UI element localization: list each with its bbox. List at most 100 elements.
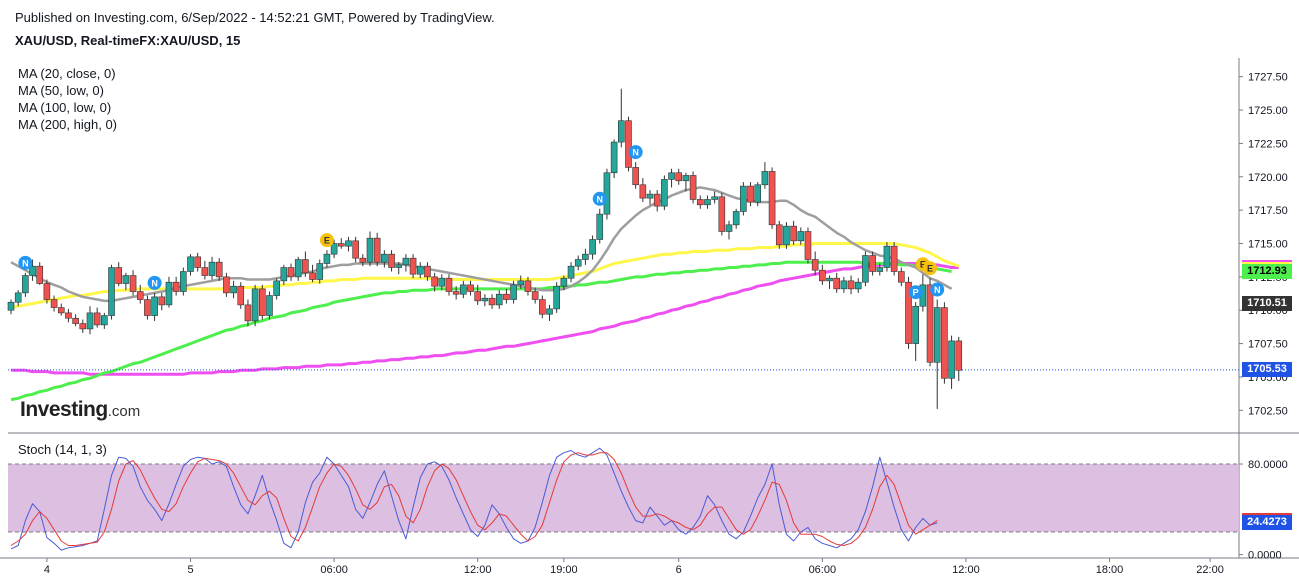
candle-body <box>136 291 144 300</box>
time-tick-label: 22:00 <box>1196 564 1224 576</box>
candle-body <box>775 224 783 246</box>
ma200-line <box>11 262 959 376</box>
candle-body <box>316 263 324 280</box>
candle-body <box>287 267 295 278</box>
candle-body <box>546 308 553 315</box>
time-tick-label: 12:00 <box>464 564 492 576</box>
candle-body <box>840 280 848 290</box>
candle-body <box>460 284 467 295</box>
candle-body <box>898 271 905 283</box>
symbol-title: XAU/USD, Real-timeFX:XAU/USD, 15 <box>15 33 241 48</box>
candle-body <box>883 245 891 268</box>
candle-body <box>79 323 87 330</box>
candle-body <box>596 213 604 240</box>
legend-ma50: MA (50, low, 0) <box>18 83 104 98</box>
time-tick-label: 18:00 <box>1096 564 1124 576</box>
candle-body <box>280 267 288 282</box>
candle-body <box>65 312 72 319</box>
price-tick-label: 1720.00 <box>1248 172 1288 184</box>
candle-body <box>323 253 331 264</box>
candle-body <box>43 283 51 300</box>
candle-body <box>524 280 532 292</box>
candle-body <box>129 275 137 292</box>
stoch-legend: Stoch (14, 1, 3) <box>18 442 107 457</box>
event-marker-label: N <box>597 194 604 204</box>
event-marker <box>319 233 334 248</box>
candle-body <box>72 317 79 324</box>
candle-body <box>381 253 388 263</box>
stoch-tick-label: 80.0000 <box>1248 459 1288 471</box>
candle-body <box>345 240 352 247</box>
candle-body <box>366 237 374 263</box>
investing-logo: Investing.com <box>20 398 140 422</box>
candle-body <box>373 237 381 263</box>
price-tick-label: 1702.50 <box>1248 405 1288 417</box>
candle-body <box>905 281 912 344</box>
candle-body <box>172 281 180 292</box>
price-tick-label: 1725.00 <box>1248 105 1288 117</box>
candle-body <box>553 285 560 310</box>
time-tick-label: 06:00 <box>809 564 837 576</box>
candle-body <box>890 245 898 272</box>
stoch-tick-label: 0.0000 <box>1248 550 1282 562</box>
candle-body <box>646 193 654 199</box>
candle-body <box>144 299 151 316</box>
candle-body <box>797 231 805 242</box>
candle-body <box>567 265 575 279</box>
event-marker-label: E <box>324 236 330 246</box>
candle-body <box>445 277 453 292</box>
candle-body <box>495 293 503 306</box>
legend-ma20: MA (20, close, 0) <box>18 66 116 81</box>
event-marker-label: E <box>920 260 926 270</box>
logo-suffix: .com <box>107 403 141 420</box>
candle-body <box>424 265 431 278</box>
candle-body <box>431 276 438 287</box>
candle-body <box>862 255 869 283</box>
candle-body <box>158 296 166 306</box>
candle-body <box>244 304 252 322</box>
candle-body <box>474 291 482 302</box>
price-tick-label: 1707.50 <box>1248 339 1288 351</box>
candle-body <box>201 267 209 276</box>
candle-body <box>36 265 44 284</box>
candle-body <box>747 185 754 203</box>
candle-body <box>926 284 934 363</box>
event-marker <box>592 191 607 206</box>
candle-body <box>682 175 690 182</box>
candle-body <box>639 184 647 199</box>
candle-body <box>416 265 424 275</box>
candle-body <box>29 265 36 276</box>
event-marker <box>18 255 33 270</box>
event-marker-label: N <box>151 278 158 288</box>
stoch-d-line <box>10 452 938 546</box>
candle-body <box>266 295 273 316</box>
event-marker <box>923 261 938 276</box>
time-tick-label: 4 <box>44 564 50 576</box>
candle-body <box>208 261 216 276</box>
candle-body <box>740 185 747 212</box>
candle-body <box>617 120 625 143</box>
price-tick-label: 1715.00 <box>1248 238 1288 250</box>
event-marker-label: N <box>934 285 941 295</box>
candle-body <box>948 340 955 379</box>
candle-body <box>57 307 65 314</box>
candle-body <box>704 199 711 206</box>
candle-body <box>955 340 963 371</box>
candle-body <box>689 175 697 200</box>
candle-body <box>610 141 618 174</box>
candle-body <box>625 120 632 168</box>
candle-body <box>912 305 919 344</box>
candle-body <box>14 292 22 303</box>
candle-body <box>582 253 589 260</box>
candle-body <box>531 291 539 300</box>
event-marker <box>147 275 162 290</box>
candle-body <box>352 240 359 259</box>
candle-body <box>869 255 876 272</box>
candle-body <box>330 243 338 255</box>
candle-body <box>732 211 740 226</box>
candle-body <box>539 299 546 315</box>
candle-body <box>933 307 941 363</box>
candle-body <box>941 307 948 379</box>
candle-body <box>833 277 841 290</box>
